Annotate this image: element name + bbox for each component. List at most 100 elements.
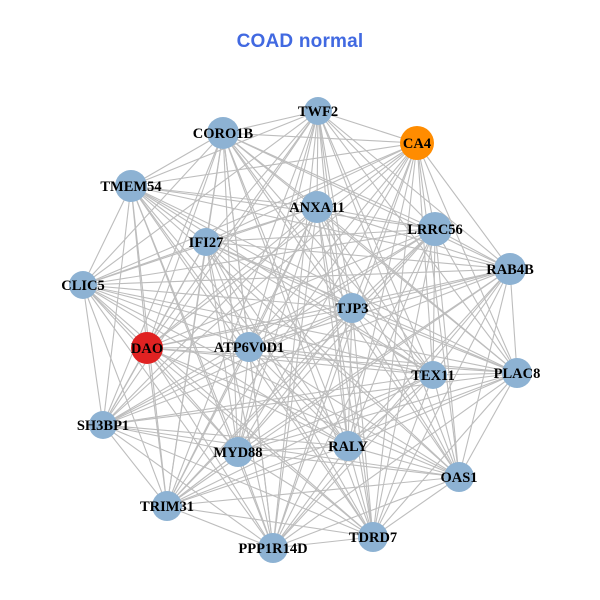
edge-IFI27-CLIC5 (82, 241, 207, 286)
edge-DAO-OAS1 (146, 347, 460, 478)
node-MYD88 (223, 437, 253, 467)
edge-CLIC5-PPP1R14D (82, 284, 274, 549)
figure-title: COAD normal (236, 31, 364, 52)
edge-PLAC8-MYD88 (237, 372, 518, 453)
edge-LRRC56-TDRD7 (372, 228, 436, 538)
edge-CLIC5-ATP6V0D1 (82, 284, 250, 348)
edge-DAO-TRIM31 (146, 347, 168, 507)
node-CA4 (400, 126, 434, 160)
edge-PLAC8-TDRD7 (372, 372, 518, 538)
edge-TMEM54-ATP6V0D1 (130, 185, 250, 348)
node-label-PPP1R14D: PPP1R14D (238, 541, 307, 557)
edge-MYD88-RALY (237, 445, 349, 453)
node-PPP1R14D (258, 533, 288, 563)
edge-TWF2-IFI27 (205, 110, 319, 243)
edge-CORO1B-SH3BP1 (102, 132, 224, 426)
node-TRIM31 (152, 491, 182, 521)
edge-LRRC56-TEX11 (432, 228, 436, 376)
label-layer: TWF2 CORO1B CA4 TMEM54 ANXA11 LRRC56 IFI27 RAB4… (61, 104, 540, 557)
edge-TJP3-OAS1 (351, 307, 460, 478)
node-label-TDRD7: TDRD7 (349, 530, 397, 546)
edge-IFI27-RAB4B (205, 241, 511, 270)
edge-LRRC56-PPP1R14D (272, 228, 436, 549)
edge-RAB4B-CLIC5 (82, 268, 511, 286)
edge-CA4-DAO (146, 142, 418, 349)
node-label-CA4: CA4 (403, 136, 431, 152)
edge-CLIC5-TDRD7 (82, 284, 374, 538)
edge-SH3BP1-RALY (102, 424, 349, 447)
edge-ANXA11-SH3BP1 (102, 206, 318, 426)
edge-MYD88-TDRD7 (237, 451, 374, 538)
node-DAO (131, 332, 163, 364)
node-ATP6V0D1 (234, 332, 264, 362)
node-ANXA11 (301, 191, 333, 223)
node-label-CORO1B: CORO1B (193, 126, 254, 142)
edge-MYD88-PPP1R14D (237, 451, 274, 549)
node-layer (69, 97, 532, 563)
edge-TWF2-CORO1B (222, 110, 319, 134)
node-TWF2 (304, 97, 332, 125)
edge-ATP6V0D1-SH3BP1 (102, 346, 250, 426)
edge-TJP3-SH3BP1 (102, 307, 353, 426)
edge-LRRC56-ATP6V0D1 (248, 228, 436, 348)
edge-CORO1B-TDRD7 (222, 132, 374, 538)
edge-CLIC5-TJP3 (82, 284, 353, 309)
edge-LRRC56-TRIM31 (166, 228, 436, 507)
edge-PLAC8-OAS1 (458, 372, 518, 478)
node-TMEM54 (115, 170, 147, 202)
edge-TEX11-SH3BP1 (102, 374, 434, 426)
edge-DAO-PLAC8 (146, 347, 518, 374)
node-TEX11 (419, 361, 447, 389)
edge-TJP3-RALY (347, 307, 353, 447)
node-RAB4B (494, 253, 526, 285)
edge-DAO-RALY (146, 347, 349, 447)
edge-TJP3-MYD88 (237, 307, 353, 453)
edge-LRRC56-PLAC8 (434, 228, 518, 374)
edge-TEX11-TRIM31 (166, 374, 434, 507)
edge-ATP6V0D1-MYD88 (237, 346, 250, 453)
node-label-TWF2: TWF2 (298, 104, 338, 120)
node-IFI27 (192, 228, 220, 256)
edge-layer (82, 110, 518, 549)
edge-RAB4B-ATP6V0D1 (248, 268, 511, 348)
edge-TWF2-PLAC8 (317, 110, 518, 374)
node-label-TRIM31: TRIM31 (140, 499, 194, 515)
edge-ATP6V0D1-RALY (248, 346, 349, 447)
edge-TWF2-RAB4B (317, 110, 511, 270)
edge-SH3BP1-PPP1R14D (102, 424, 274, 549)
node-label-TMEM54: TMEM54 (100, 179, 161, 195)
edge-ANXA11-PPP1R14D (272, 206, 318, 549)
edge-ATP6V0D1-OAS1 (248, 346, 460, 478)
edge-IFI27-TRIM31 (166, 241, 207, 507)
edge-TMEM54-PLAC8 (130, 185, 518, 374)
edge-RAB4B-TEX11 (432, 268, 511, 376)
node-LRRC56 (418, 212, 452, 246)
edge-TRIM31-TDRD7 (166, 505, 374, 538)
edge-SH3BP1-MYD88 (102, 424, 239, 453)
edge-SH3BP1-OAS1 (102, 424, 460, 478)
node-label-TEX11: TEX11 (411, 368, 455, 384)
edge-CA4-PPP1R14D (272, 142, 418, 549)
edge-TWF2-CA4 (317, 110, 418, 144)
edge-SH3BP1-TRIM31 (102, 424, 168, 507)
edge-TMEM54-OAS1 (130, 185, 460, 478)
edge-TJP3-TDRD7 (351, 307, 374, 538)
edge-CLIC5-PLAC8 (82, 284, 518, 374)
node-SH3BP1 (89, 411, 117, 439)
edge-ANXA11-LRRC56 (316, 206, 436, 230)
node-CORO1B (207, 117, 239, 149)
edge-RAB4B-TJP3 (351, 268, 511, 309)
edge-IFI27-TJP3 (205, 241, 353, 309)
edge-LRRC56-SH3BP1 (102, 228, 436, 426)
edge-LRRC56-OAS1 (434, 228, 460, 478)
edge-CLIC5-SH3BP1 (82, 284, 104, 426)
edge-CORO1B-DAO (146, 132, 224, 349)
edge-CA4-SH3BP1 (102, 142, 418, 426)
node-label-PLAC8: PLAC8 (494, 366, 541, 382)
edge-OAS1-PPP1R14D (272, 476, 460, 549)
edge-RAB4B-DAO (146, 268, 511, 349)
edge-DAO-PPP1R14D (146, 347, 274, 549)
edge-CORO1B-TMEM54 (130, 132, 224, 187)
edge-PLAC8-SH3BP1 (102, 372, 518, 426)
